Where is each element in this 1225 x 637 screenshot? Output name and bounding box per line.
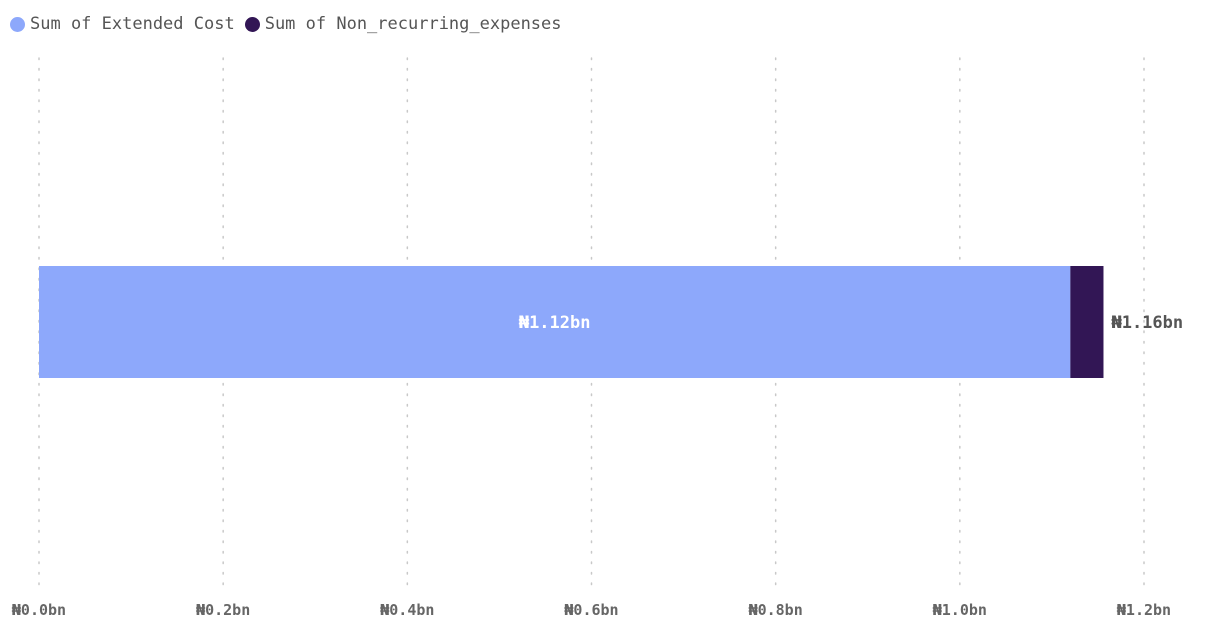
legend: Sum of Extended Cost Sum of Non_recurrin… <box>10 12 572 36</box>
legend-item-non-recurring[interactable]: Sum of Non_recurring_expenses <box>244 14 562 34</box>
bar-total-label: ₦1.16bn <box>1111 313 1183 333</box>
x-tick-label: ₦0.4bn <box>380 601 434 619</box>
x-tick-label: ₦0.0bn <box>12 601 66 619</box>
data-labels: ₦1.12bn ₦1.16bn <box>519 313 1183 333</box>
bar-value-label: ₦1.12bn <box>519 313 591 333</box>
legend-swatch-non-recurring <box>244 16 260 32</box>
x-tick-label: ₦1.0bn <box>933 601 987 619</box>
bar-segment-non-recurring-expenses[interactable] <box>1070 266 1104 378</box>
bar-segment-extended-cost[interactable] <box>39 266 1071 378</box>
x-tick-label: ₦0.8bn <box>749 601 803 619</box>
bars <box>39 266 1104 378</box>
legend-label-extended-cost: Sum of Extended Cost <box>30 14 235 34</box>
x-tick-label: ₦1.2bn <box>1117 601 1171 619</box>
x-tick-label: ₦0.6bn <box>564 601 618 619</box>
legend-swatch-extended-cost <box>10 16 25 32</box>
x-axis-ticks: ₦0.0bn ₦0.2bn ₦0.4bn ₦0.6bn ₦0.8bn ₦1.0bn ₦1.2… <box>12 601 1171 619</box>
legend-label-non-recurring: Sum of Non_recurring_expenses <box>264 14 562 34</box>
legend-item-extended-cost[interactable]: Sum of Extended Cost <box>10 14 235 34</box>
x-tick-label: ₦0.2bn <box>196 601 250 619</box>
